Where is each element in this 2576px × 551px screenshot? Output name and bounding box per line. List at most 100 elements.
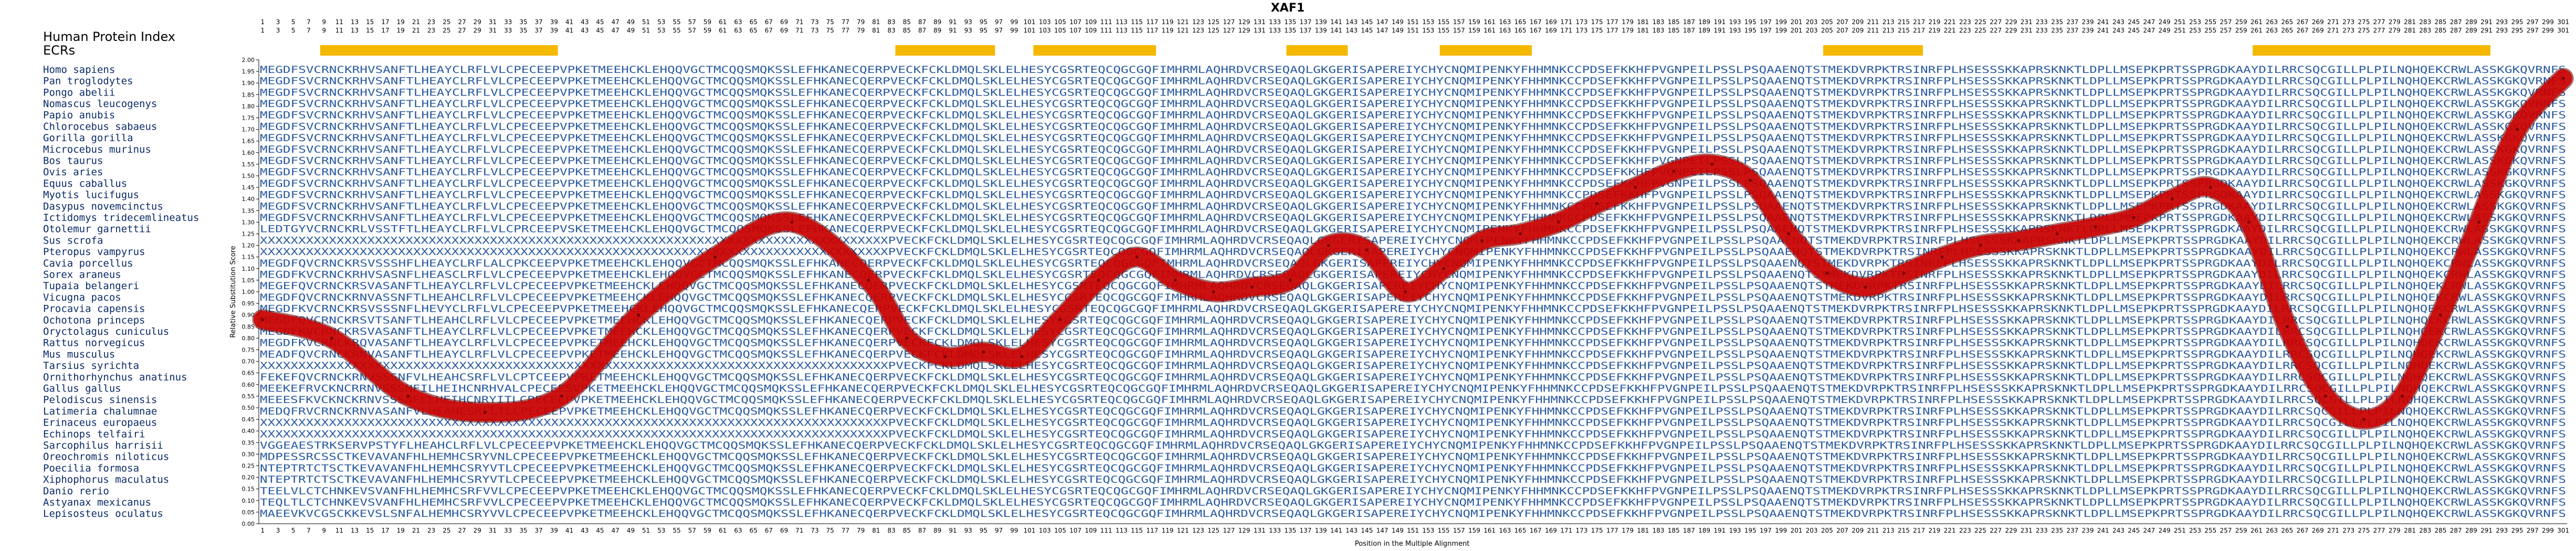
curve-point [1403, 290, 1407, 293]
human-index-label: 67 [765, 27, 773, 34]
curve-point [1212, 290, 1215, 293]
top-tick-label: 281 [2404, 18, 2416, 26]
curve-point [905, 336, 909, 340]
bottom-tick-label: 267 [2297, 527, 2309, 534]
human-index-label: 215 [1898, 27, 1910, 34]
species-label: Sarcophilus harrisii [43, 440, 163, 451]
y-tick-label: 1.30 [242, 219, 255, 226]
human-index-label: 283 [2419, 27, 2431, 34]
human-index-label: 27 [458, 27, 466, 34]
top-tick-label: 33 [504, 18, 512, 26]
top-tick-label: 9 [322, 18, 326, 26]
bottom-tick-label: 177 [1606, 527, 1618, 534]
top-tick-label: 151 [1407, 18, 1419, 26]
human-index-label: 49 [627, 27, 635, 34]
top-tick-label: 53 [657, 18, 665, 26]
human-index-label: 187 [1683, 27, 1695, 34]
bottom-tick-label: 225 [1974, 527, 1986, 534]
sequence-row: MEEKEFRVCKNCRRNVSSSNFILHEIHCNRHVALCPECEE… [260, 383, 2566, 395]
y-tick-label: 0.65 [242, 370, 255, 377]
human-index-label: 249 [2159, 27, 2171, 34]
y-tick-label: 0.80 [242, 335, 255, 342]
top-tick-label: 301 [2557, 18, 2569, 26]
bottom-tick-label: 107 [1069, 527, 1081, 534]
sequence-row: FEKEFQVCRNCKRNVSSSNFVLHEAHCSRFLVLCPTCEEP… [260, 372, 2566, 383]
top-tick-label: 233 [2036, 18, 2048, 26]
top-tick-label: 87 [918, 18, 926, 26]
human-index-label: 11 [335, 27, 343, 34]
y-tick-label: 1.15 [242, 254, 255, 261]
human-index-label: 133 [1269, 27, 1281, 34]
bottom-tick-label: 85 [903, 527, 911, 534]
sequence-row: MEGDFKVCRNCKRSVASANFTLHEAYCLRFLVLCPECEEP… [260, 326, 2566, 337]
sequence-row: MEGDFKVCRNCKRQVASANFTLHEAYCLRFLVLCPECEEP… [260, 337, 2566, 349]
human-index-label: 141 [1330, 27, 1342, 34]
curve-point [1825, 271, 1829, 275]
y-tick-label: 0.40 [242, 428, 255, 435]
species-label: Pelodiscus sinensis [43, 394, 157, 406]
top-tick-label: 65 [750, 18, 758, 26]
bottom-tick-label: 285 [2435, 527, 2447, 534]
bottom-tick-label: 169 [1545, 527, 1557, 534]
curve-point [261, 318, 265, 322]
top-tick-label: 141 [1330, 18, 1342, 26]
curve-point [2209, 186, 2212, 189]
human-index-label: 169 [1545, 27, 1557, 34]
human-index-label: 245 [2128, 27, 2140, 34]
bottom-tick-label: 75 [826, 527, 834, 534]
curve-point [1787, 232, 1791, 236]
human-index-label: 237 [2066, 27, 2078, 34]
bottom-tick-label: 195 [1744, 527, 1757, 534]
bottom-tick-label: 5 [291, 527, 296, 534]
bottom-tick-label: 227 [1990, 527, 2002, 534]
top-tick-label: 165 [1515, 18, 1527, 26]
human-index-label: 255 [2204, 27, 2216, 34]
bottom-tick-label: 151 [1407, 527, 1419, 534]
human-index-label: 59 [703, 27, 711, 34]
top-tick-label: 47 [612, 18, 619, 26]
sequence-row: MEGDFSVCRNCKRHVSANFTLHEAYCLRFLVLCPECEEPV… [260, 132, 2566, 144]
human-index-label: 23 [427, 27, 435, 34]
curve-point [1058, 318, 1062, 322]
bottom-tick-label: 49 [627, 527, 635, 534]
human-index-label: 271 [2327, 27, 2339, 34]
human-index-label: 225 [1974, 27, 1986, 34]
sequence-row: MEGDFQVCRNCKRSVTSANFTLHEAHCLRFLVLCPECEEP… [260, 314, 2566, 326]
human-index-label: 259 [2235, 27, 2247, 34]
bottom-tick-label: 173 [1575, 527, 1587, 534]
top-tick-label: 41 [565, 18, 573, 26]
bottom-tick-label: 253 [2189, 527, 2201, 534]
bottom-tick-label: 25 [443, 527, 450, 534]
curve-point [1595, 202, 1599, 206]
sequence-row: NTEPTRTCTSCTKEVAVANFHLHEMHCSRYVTLCPECEEP… [260, 474, 2566, 485]
human-index-label: 21 [412, 27, 420, 34]
human-index-label: 71 [795, 27, 803, 34]
human-index-label: 145 [1361, 27, 1373, 34]
bottom-tick-label: 127 [1223, 527, 1235, 534]
bottom-tick-label: 149 [1392, 527, 1404, 534]
bottom-tick-label: 293 [2496, 527, 2508, 534]
top-tick-label: 249 [2159, 18, 2171, 26]
bottom-tick-label: 91 [949, 527, 956, 534]
human-index-label: 17 [381, 27, 389, 34]
human-index-label: 65 [750, 27, 758, 34]
y-axis-ticks: 0.00 0.05 0.10 0.15 0.20 0.25 0.30 0.35 0.40 0.45… [242, 57, 259, 527]
y-tick-label: 0.45 [242, 416, 255, 423]
curve-point [2323, 394, 2327, 398]
top-tick-label: 237 [2066, 18, 2078, 26]
species-label: Vicugna pacos [43, 292, 121, 303]
species-label: Papio anubis [43, 110, 115, 121]
curve-point [330, 336, 333, 340]
top-tick-label: 217 [1913, 18, 1925, 26]
human-index-label: 243 [2112, 27, 2125, 34]
human-index-label: 107 [1069, 27, 1081, 34]
human-index-label: 33 [504, 27, 512, 34]
y-tick-label: 1.55 [242, 161, 255, 168]
top-tick-label: 101 [1024, 18, 1036, 26]
top-tick-label: 109 [1085, 18, 1097, 26]
bottom-tick-label: 147 [1376, 527, 1389, 534]
top-tick-label: 71 [795, 18, 803, 26]
human-index-label: 143 [1345, 27, 1358, 34]
curve-point [1480, 239, 1484, 242]
bottom-tick-label: 99 [1010, 527, 1018, 534]
